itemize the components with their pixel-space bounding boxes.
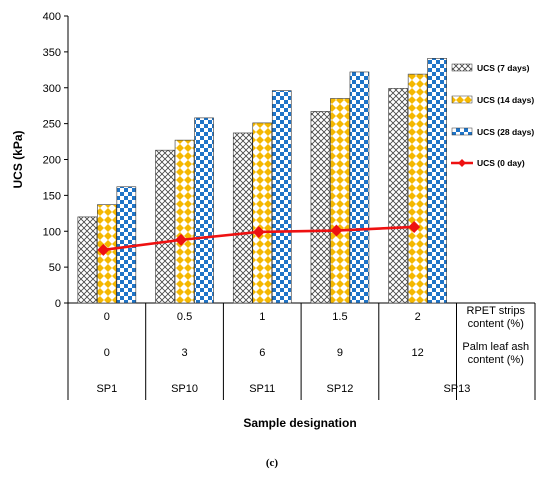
- line-point-marker: [330, 224, 343, 237]
- bar-crosshatch: [310, 111, 331, 304]
- table-cell: 1.5: [332, 311, 347, 323]
- table-cell: SP11: [249, 383, 275, 395]
- y-tick-label: 400: [43, 11, 61, 23]
- line-point-marker: [175, 233, 188, 246]
- bar-yellow-diamond: [407, 73, 428, 304]
- bar-crosshatch: [388, 88, 408, 304]
- table-cell: 0: [104, 347, 110, 359]
- legend-label: UCS (14 days): [477, 95, 534, 105]
- table-cell: SP10: [171, 383, 198, 395]
- x-axis-title: Sample designation: [243, 416, 356, 430]
- table-row-label: RPET strips: [467, 305, 526, 317]
- y-tick-label: 300: [43, 83, 61, 95]
- legend-swatch-marker: [458, 159, 466, 167]
- bar-blue-checker: [271, 90, 292, 304]
- bar-series: [77, 58, 447, 304]
- bar-blue-checker: [349, 71, 370, 304]
- y-tick-label: 200: [43, 155, 61, 167]
- bar-yellow-diamond: [174, 139, 195, 304]
- table-cell: 12: [412, 347, 424, 359]
- bar-yellow-diamond: [97, 204, 117, 304]
- table-row-label: Palm leaf ash: [462, 341, 529, 353]
- y-tick-label: 350: [43, 47, 61, 59]
- figure-caption: (c): [266, 457, 279, 469]
- y-axis-ticks: 0 50 100 150 200 250 300 350 400: [43, 11, 68, 310]
- table-cell: 0: [104, 311, 110, 323]
- table-cell: 2: [415, 311, 421, 323]
- bar-blue-checker: [194, 117, 214, 304]
- y-tick-label: 100: [43, 226, 61, 238]
- table-cell: 1: [259, 311, 265, 323]
- table-cell: SP1: [96, 383, 117, 395]
- y-tick-label: 250: [43, 119, 61, 131]
- line-point-marker: [408, 220, 421, 233]
- table-cell: 3: [181, 347, 187, 359]
- y-tick-label: 50: [49, 262, 61, 274]
- bar-crosshatch: [77, 216, 98, 304]
- legend-label: UCS (28 days): [477, 127, 534, 137]
- line-point-marker: [252, 225, 265, 238]
- bar-crosshatch: [155, 149, 175, 304]
- legend-label: UCS (7 days): [477, 63, 530, 73]
- bar-crosshatch: [232, 132, 253, 304]
- table-cell: 0.5: [177, 311, 192, 323]
- table-cell: 9: [337, 347, 343, 359]
- y-tick-label: 0: [55, 298, 61, 310]
- legend-swatch-blue-checker: [451, 127, 473, 136]
- table-row-label: content (%): [468, 318, 524, 330]
- y-tick-label: 150: [43, 190, 61, 202]
- bar-yellow-diamond: [330, 98, 350, 304]
- category-table: [67, 302, 536, 400]
- y-axis-title: UCS (kPa): [11, 130, 25, 188]
- legend-swatch-yellow-diamond: [451, 95, 473, 104]
- bar-yellow-diamond: [252, 122, 273, 304]
- table-cell: 6: [259, 347, 265, 359]
- line-point-marker: [97, 243, 110, 256]
- legend-swatch-crosshatch: [451, 63, 473, 72]
- table-cell: SP12: [326, 383, 353, 395]
- legend-label: UCS (0 day): [477, 158, 525, 168]
- legend: UCS (7 days) UCS (14 days) UCS (28 days) UC…: [451, 63, 534, 168]
- table-cell: SP13: [443, 383, 470, 395]
- bar-blue-checker: [427, 58, 447, 304]
- line-series: [97, 220, 421, 256]
- table-row-label: content (%): [468, 354, 524, 366]
